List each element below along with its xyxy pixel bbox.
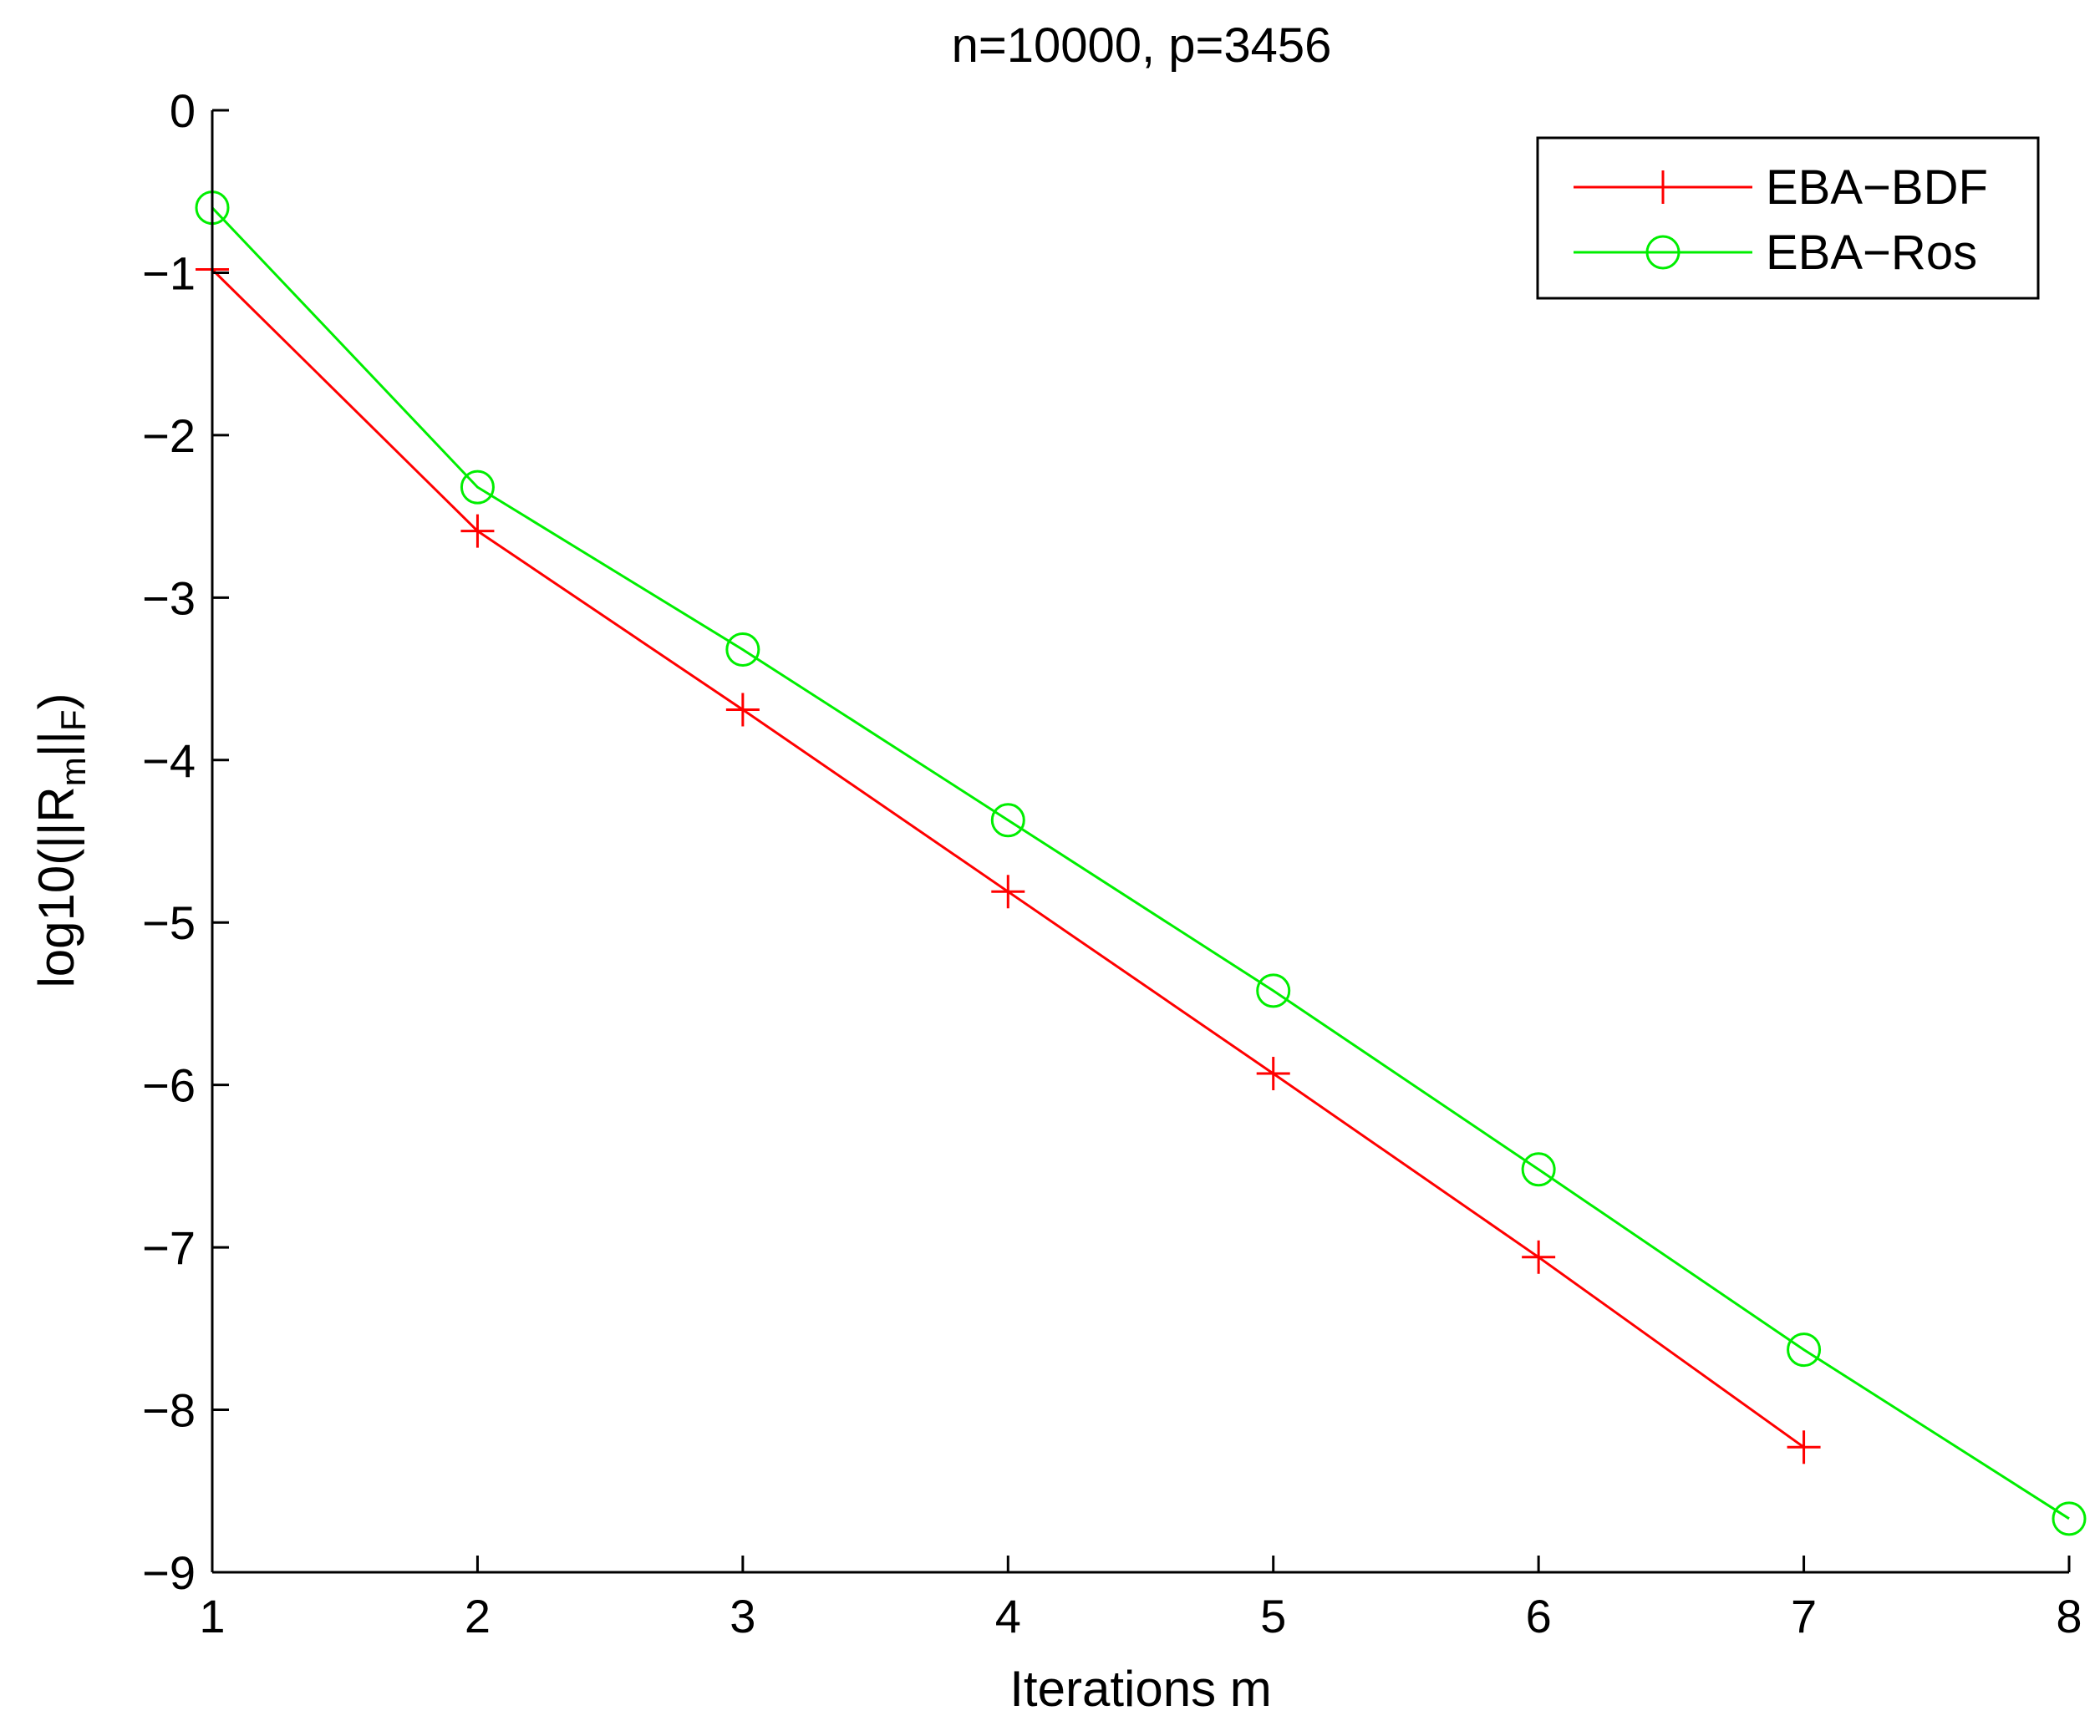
data-point <box>1521 1152 1556 1187</box>
y-axis-label-sub-f: F <box>53 709 93 731</box>
x-tick-label: 2 <box>465 1590 491 1642</box>
legend-label-eba-bdf: EBA−BDF <box>1766 160 1988 215</box>
data-point <box>991 875 1025 909</box>
data-point <box>1787 1332 1822 1368</box>
data-point <box>1787 1430 1821 1464</box>
x-tick-label: 8 <box>2056 1590 2082 1642</box>
y-tick-label: −7 <box>142 1221 196 1274</box>
data-point-circle <box>2052 1501 2087 1536</box>
y-tick-label: −2 <box>142 409 196 462</box>
y-tick-label: −8 <box>142 1384 196 1437</box>
data-point <box>990 803 1025 838</box>
y-tick-label: −6 <box>142 1059 196 1112</box>
y-tick-label: −5 <box>142 896 196 949</box>
data-point-circle <box>1256 973 1291 1008</box>
data-point <box>1522 1240 1556 1274</box>
series-line <box>211 206 2070 1520</box>
y-axis-label-sub-m: m <box>53 757 93 786</box>
y-tick-label: −3 <box>142 571 196 624</box>
y-axis-label-prefix: log10(||R <box>28 786 84 987</box>
data-point <box>460 514 495 548</box>
x-axis-label: Iterations m <box>1009 1661 1271 1717</box>
data-point <box>2052 1501 2087 1536</box>
legend-marker <box>1645 235 1681 270</box>
x-tick-label: 6 <box>1526 1590 1552 1642</box>
data-point-circle <box>1521 1152 1556 1187</box>
data-point <box>1256 1057 1290 1091</box>
x-tick-label: 5 <box>1260 1590 1286 1642</box>
y-tick-label: 0 <box>170 84 196 137</box>
x-tick-label: 7 <box>1791 1590 1817 1642</box>
legend-entry-eba-bdf <box>1574 170 1752 204</box>
data-point <box>725 693 760 727</box>
data-point-circle <box>1645 235 1681 270</box>
x-tick-label: 4 <box>995 1590 1021 1642</box>
data-point <box>460 470 495 505</box>
x-tick-label: 1 <box>199 1590 225 1642</box>
y-axis-label-mid: || <box>28 731 84 757</box>
x-axis: 1 2 3 4 5 6 7 8 <box>199 1556 2082 1642</box>
legend-marker <box>1646 170 1680 204</box>
data-point-circle <box>990 803 1025 838</box>
y-tick-label: −9 <box>142 1546 196 1599</box>
legend-box <box>1536 136 2040 300</box>
x-tick-label: 3 <box>730 1590 755 1642</box>
y-tick-label: −4 <box>142 734 196 787</box>
y-axis-label: log10(||Rm||F) <box>28 693 93 987</box>
legend-label-eba-ros: EBA−Ros <box>1766 226 1977 280</box>
data-point-circle <box>725 632 760 667</box>
chart-title: n=10000, p=3456 <box>952 18 1332 73</box>
legend-entry-eba-ros <box>1574 235 1752 270</box>
y-tick-label: −1 <box>142 246 196 299</box>
legend: EBA−BDF EBA−Ros <box>1536 136 2040 300</box>
data-point <box>725 632 760 667</box>
data-point-circle <box>460 470 495 505</box>
data-point <box>1256 973 1291 1008</box>
y-axis: 0 −1 −2 −3 −4 −5 −6 −7 −8 −9 <box>142 84 229 1599</box>
data-point-circle <box>1787 1332 1822 1368</box>
y-axis-label-suffix: ) <box>28 693 84 709</box>
